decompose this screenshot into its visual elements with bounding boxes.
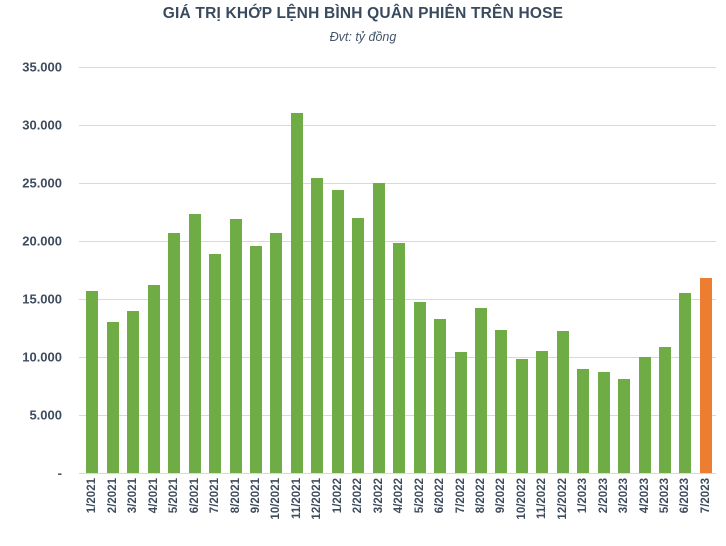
y-axis-label: 35.000 (22, 59, 62, 75)
bar (147, 285, 160, 473)
x-axis-label: 4/2023 (638, 478, 651, 514)
x-axis-label: 6/2022 (434, 478, 447, 514)
bar (556, 331, 569, 473)
bar (659, 346, 671, 473)
x-axis-label: 4/2022 (393, 478, 406, 514)
bar (638, 357, 651, 473)
y-axis-label: 15.000 (22, 291, 62, 307)
x-axis-label: 8/2022 (474, 478, 487, 514)
bar (250, 245, 262, 473)
bar (454, 352, 467, 473)
bar (127, 310, 140, 473)
x-axis-label: 7/2022 (454, 478, 467, 514)
y-axis-label: 10.000 (22, 349, 62, 365)
bar (290, 113, 303, 473)
y-axis-label: 25.000 (22, 175, 62, 191)
x-axis-label: 7/2023 (699, 478, 712, 514)
x-axis-label: 10/2022 (515, 478, 528, 520)
x-axis-label: 5/2023 (659, 478, 671, 514)
x-axis-label: 9/2021 (250, 478, 262, 514)
x-axis-label: 12/2021 (311, 478, 324, 520)
gridline (79, 183, 716, 184)
bar (536, 351, 549, 473)
bar (577, 368, 590, 473)
bar (413, 302, 426, 473)
x-axis-label: 1/2021 (86, 478, 99, 514)
bar (270, 232, 283, 473)
chart-subtitle: Đvt: tỷ đồng (329, 30, 397, 44)
y-axis-label: 5.000 (29, 407, 62, 423)
x-axis-label: 7/2021 (209, 478, 222, 514)
gridline (79, 241, 716, 242)
bar (393, 243, 406, 473)
x-axis-label: 10/2021 (270, 478, 283, 520)
x-axis-label: 12/2022 (556, 478, 569, 520)
x-axis-label: 3/2022 (372, 478, 385, 514)
bar (209, 253, 222, 473)
x-axis-label: 11/2022 (536, 478, 549, 519)
bar (474, 308, 487, 473)
x-axis-label: 6/2021 (188, 478, 201, 514)
bar (188, 214, 201, 473)
bar (229, 218, 242, 473)
chart-title: GIÁ TRỊ KHỚP LỆNH BÌNH QUÂN PHIÊN TRÊN H… (162, 5, 564, 22)
gridline (79, 125, 716, 126)
bar (168, 232, 181, 473)
bar (331, 189, 344, 473)
y-axis-label: 20.000 (22, 233, 62, 249)
x-axis-label: 1/2023 (577, 478, 590, 514)
bar (352, 217, 365, 473)
x-axis-label: 2/2022 (352, 478, 365, 514)
x-axis-label: 11/2021 (290, 478, 303, 519)
bar (86, 290, 99, 473)
bar (372, 183, 385, 473)
bar (699, 278, 712, 473)
y-axis-label: - (57, 465, 62, 481)
bar (515, 359, 528, 473)
bar (311, 178, 324, 473)
x-axis-label: 5/2021 (168, 478, 181, 514)
x-axis-label: 4/2021 (147, 478, 160, 514)
x-axis-label: 5/2022 (413, 478, 426, 514)
x-axis-label: 2/2021 (106, 478, 119, 514)
x-axis-label: 6/2023 (679, 478, 692, 514)
gridline (79, 473, 716, 474)
y-axis-label: 30.000 (22, 117, 62, 133)
x-axis-label: 8/2021 (229, 478, 242, 514)
bar (618, 379, 631, 473)
bar (679, 293, 692, 473)
x-axis-label: 1/2022 (331, 478, 344, 514)
bar (597, 372, 610, 473)
bar (495, 330, 508, 473)
x-axis-label: 3/2023 (618, 478, 631, 514)
x-axis-label: 3/2021 (127, 478, 140, 514)
x-axis-label: 9/2022 (495, 478, 508, 514)
gridline (79, 67, 716, 68)
x-axis-label: 2/2023 (597, 478, 610, 514)
bar (106, 322, 119, 473)
bar (434, 318, 447, 473)
